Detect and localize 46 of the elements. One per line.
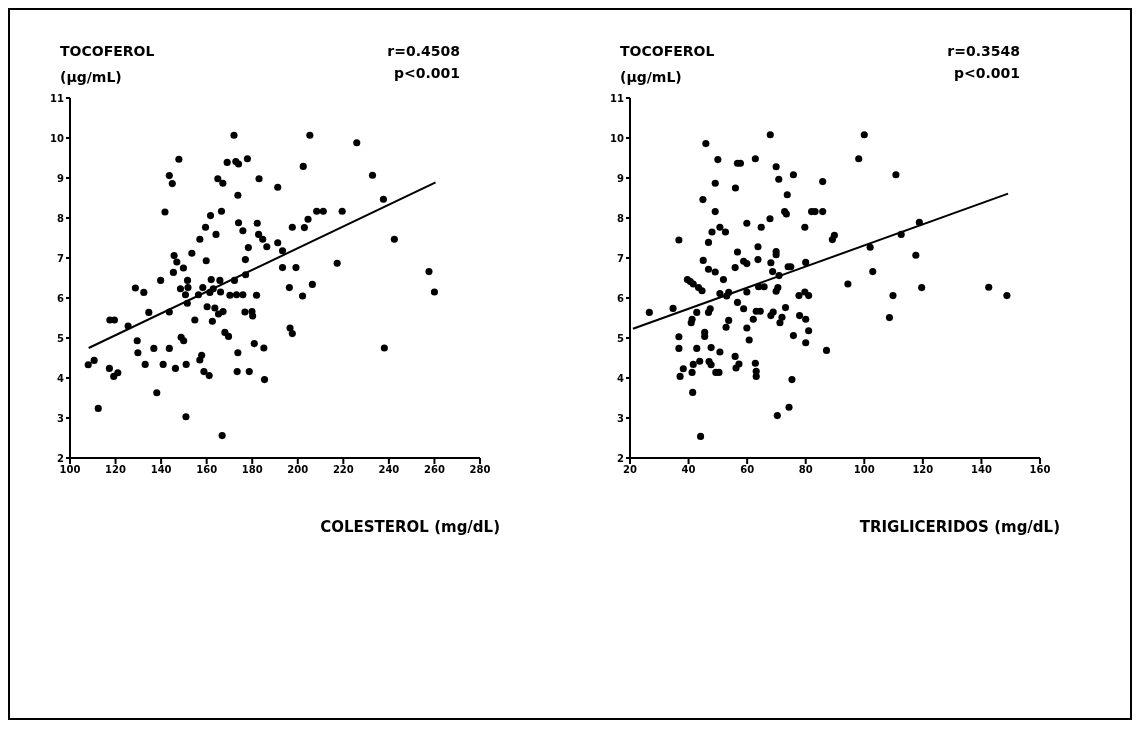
x-tick-label: 80 (798, 464, 813, 476)
text: r=0.4508 (386, 42, 460, 61)
y-tick-label: 2 (617, 452, 625, 464)
x-tick-label: 180 (241, 464, 263, 476)
y-axis-title: TOCOFEROL (µg/mL) (60, 42, 156, 87)
x-tick-label: 120 (912, 464, 934, 476)
x-tick-label: 200 (287, 464, 309, 476)
y-tick-label: 4 (617, 372, 625, 384)
x-tick-label: 260 (424, 464, 445, 476)
x-tick-label: 100 (853, 464, 875, 476)
y-tick-label: 6 (617, 292, 625, 304)
x-tick-label: 240 (378, 464, 400, 476)
y-tick-label: 7 (57, 252, 65, 264)
x-tick-label: 140 (150, 464, 172, 476)
y-tick-label: 8 (57, 212, 65, 224)
y-tick-label: 10 (50, 132, 65, 144)
x-tick-label: 120 (105, 464, 127, 476)
y-tick-label: 7 (617, 252, 625, 264)
y-tick-label: 11 (610, 92, 625, 104)
x-tick-label: 160 (1029, 464, 1051, 476)
y-tick-label: 8 (617, 212, 625, 224)
x-axis-title: TRIGLICERIDOS (mg/dL) (858, 518, 1060, 536)
x-tick-label: 100 (59, 464, 81, 476)
y-tick-label: 2 (57, 452, 65, 464)
y-tick-label: 9 (57, 172, 65, 184)
y-axis-title: TOCOFEROL (µg/mL) (620, 42, 716, 87)
x-tick-label: 40 (681, 464, 696, 476)
text: p<0.001 (952, 64, 1020, 83)
y-tick-label: 6 (57, 292, 65, 304)
y-tick-label: 5 (617, 332, 625, 344)
y-tick-label: 3 (617, 412, 625, 424)
y-tick-label: 9 (617, 172, 625, 184)
x-tick-label: 280 (469, 464, 491, 476)
x-tick-label: 20 (623, 464, 637, 476)
x-tick-label: 220 (332, 464, 354, 476)
y-tick-label: 10 (610, 132, 625, 144)
text: r=0.3548 (946, 42, 1020, 61)
y-tick-label: 11 (50, 92, 65, 104)
x-axis-title: COLESTEROL (mg/dL) (319, 518, 500, 536)
y-tick-label: 5 (57, 332, 65, 344)
x-tick-label: 160 (196, 464, 218, 476)
y-tick-label: 4 (57, 372, 65, 384)
y-tick-label: 3 (57, 412, 65, 424)
x-tick-label: 140 (970, 464, 992, 476)
text: p<0.001 (392, 64, 460, 83)
x-tick-label: 60 (740, 464, 755, 476)
